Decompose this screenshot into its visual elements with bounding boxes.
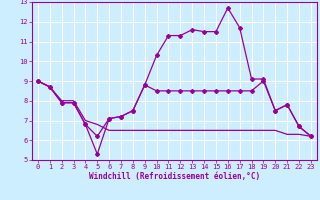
X-axis label: Windchill (Refroidissement éolien,°C): Windchill (Refroidissement éolien,°C) <box>89 172 260 181</box>
